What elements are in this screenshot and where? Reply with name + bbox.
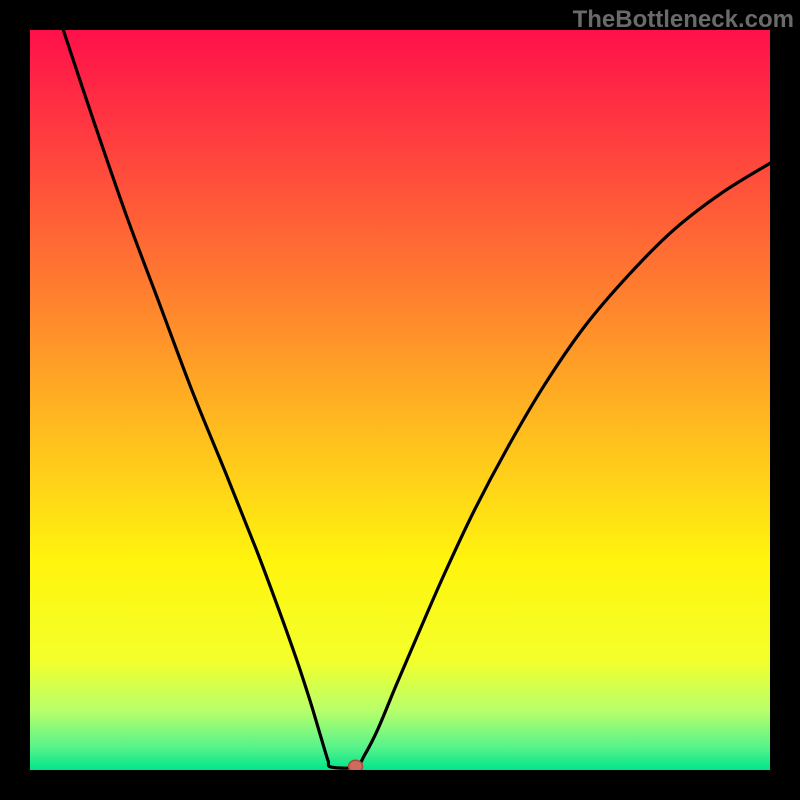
gradient-rect [30,30,770,770]
chart-root: TheBottleneck.com [0,0,800,800]
watermark-text: TheBottleneck.com [573,6,794,34]
plot-area [30,30,770,770]
plot-svg [30,30,770,770]
minimum-marker [349,760,363,770]
